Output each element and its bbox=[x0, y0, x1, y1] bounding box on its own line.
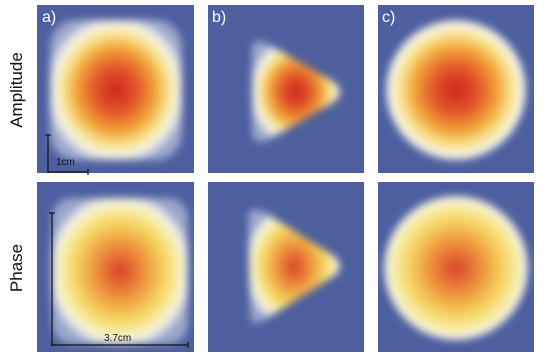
panel-label: b) bbox=[212, 9, 226, 26]
scale-bar bbox=[49, 212, 189, 348]
panel-label: a) bbox=[42, 9, 56, 26]
scale-bar-label: 1cm bbox=[56, 157, 75, 168]
scale-bar bbox=[45, 134, 89, 175]
row-label: Phase bbox=[7, 244, 26, 292]
amplitude-shapes bbox=[50, 20, 526, 160]
phase-shapes bbox=[52, 196, 528, 344]
row-label: Amplitude bbox=[7, 52, 26, 128]
scale-bar-label: 3.7cm bbox=[104, 333, 131, 344]
panel-label: c) bbox=[382, 9, 395, 26]
